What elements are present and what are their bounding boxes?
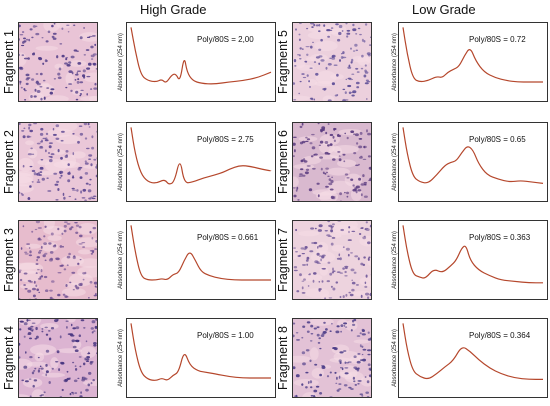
absorbance-axis-text: Absorbance (254 nm) [118,33,125,91]
polysome-profile-plot: Poly/80S = 0.363 [398,220,548,300]
polysome-profile-plot: Poly/80S = 0.364 [398,318,548,398]
histology-image [18,318,98,398]
absorbance-trace [130,127,272,185]
histology-image [292,220,372,300]
high-grade-title: High Grade [140,2,207,17]
fragment-label: Fragment 2 [2,122,16,202]
polysome-profile-plot: Poly/80S = 0.661 [126,220,276,300]
fragment-label-text: Fragment 8 [276,326,291,390]
histology-image [292,22,372,102]
fragment-label: Fragment 7 [276,220,290,300]
absorbance-axis-label: Absorbance (254 nm) [116,318,126,398]
histology-image [18,220,98,300]
poly-80s-ratio: Poly/80S = 0.363 [469,233,531,242]
absorbance-trace [130,323,271,381]
fragment-label: Fragment 3 [2,220,16,300]
fragment-label-text: Fragment 7 [276,228,291,292]
absorbance-trace [402,127,544,184]
fragment-label-text: Fragment 4 [2,326,17,390]
absorbance-axis-label: Absorbance (254 nm) [116,22,126,102]
low-grade-title: Low Grade [412,2,476,17]
fragment-label-text: Fragment 2 [2,130,17,194]
absorbance-axis-label: Absorbance (254 nm) [116,122,126,202]
absorbance-trace [130,225,271,281]
absorbance-trace [130,27,272,85]
poly-80s-ratio: Poly/80S = 2,00 [197,35,254,44]
poly-80s-ratio: Poly/80S = 0.661 [197,233,259,242]
polysome-profile-plot: Poly/80S = 2.75 [126,122,276,202]
fragment-label: Fragment 5 [276,22,290,102]
fragment-label-text: Fragment 6 [276,130,291,194]
fragment-label: Fragment 6 [276,122,290,202]
absorbance-axis-label: Absorbance (254 nm) [116,220,126,300]
histology-image [292,318,372,398]
poly-80s-ratio: Poly/80S = 0.364 [469,331,531,340]
poly-80s-ratio: Poly/80S = 0.72 [469,35,526,44]
fragment-label-text: Fragment 1 [2,30,17,94]
fragment-label: Fragment 4 [2,318,16,398]
absorbance-trace [402,27,543,83]
fragment-label-text: Fragment 3 [2,228,17,292]
polysome-profile-plot: Poly/80S = 0.65 [398,122,548,202]
fragment-label: Fragment 1 [2,22,16,102]
polysome-profile-plot: Poly/80S = 2,00 [126,22,276,102]
absorbance-trace [402,225,543,284]
poly-80s-ratio: Poly/80S = 1.00 [197,331,254,340]
absorbance-axis-text: Absorbance (254 nm) [118,231,125,289]
absorbance-axis-text: Absorbance (254 nm) [118,133,125,191]
histology-image [292,122,372,202]
histology-image [18,22,98,102]
poly-80s-ratio: Poly/80S = 0.65 [469,135,526,144]
absorbance-trace [402,323,543,380]
absorbance-axis-text: Absorbance (254 nm) [118,329,125,387]
fragment-label: Fragment 8 [276,318,290,398]
polysome-profile-plot: Poly/80S = 0.72 [398,22,548,102]
histology-image [18,122,98,202]
polysome-profile-plot: Poly/80S = 1.00 [126,318,276,398]
fragment-label-text: Fragment 5 [276,30,291,94]
poly-80s-ratio: Poly/80S = 2.75 [197,135,254,144]
